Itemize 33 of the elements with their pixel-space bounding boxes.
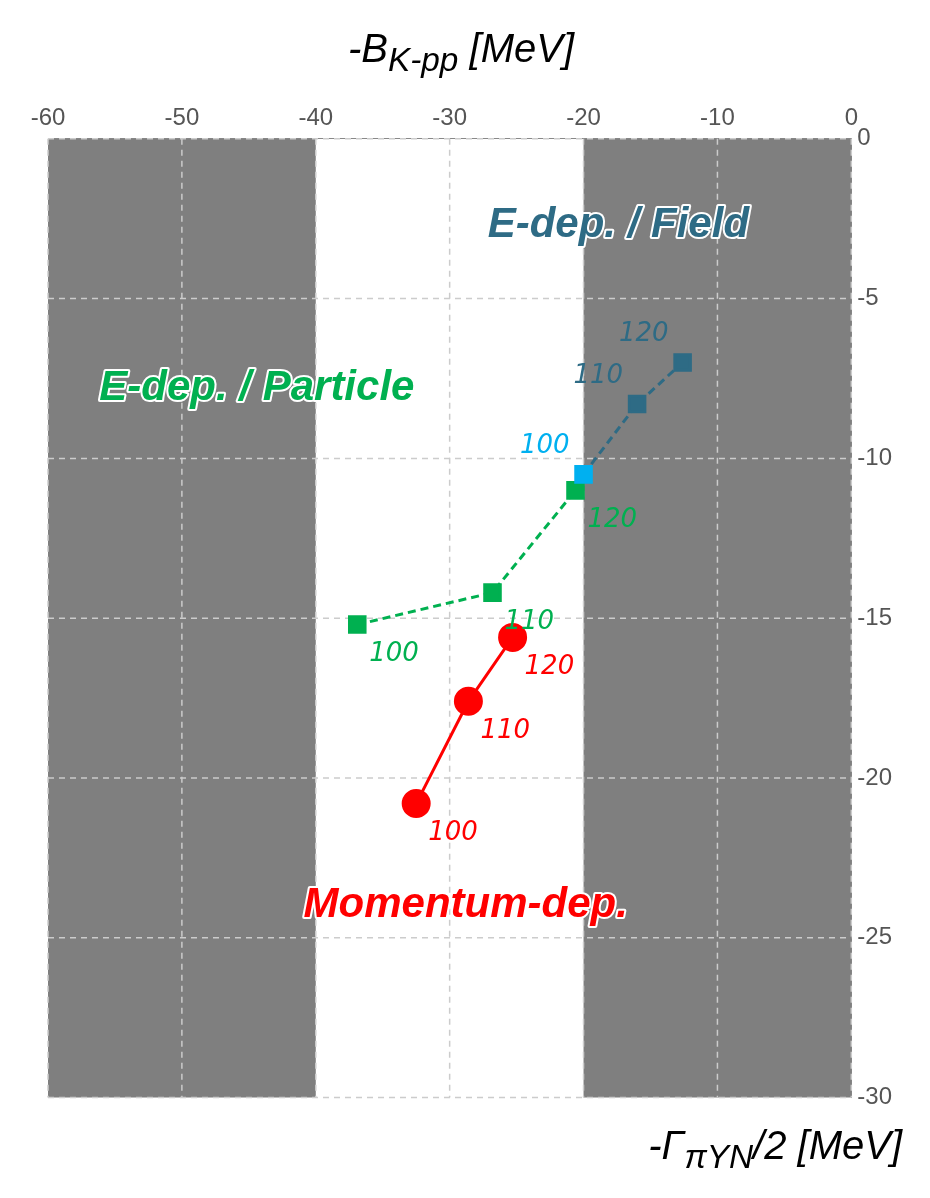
x-tick-label: -60 [30,103,66,131]
point [401,789,431,819]
point [673,353,692,372]
y-tick-label: -10 [857,443,892,471]
point [566,481,585,500]
x-tick-label: -40 [298,103,334,131]
x-tick-label: -20 [566,103,601,131]
y-tick-label: -30 [857,1082,892,1110]
x-tick-label: -30 [432,103,467,131]
x-tick-label: -50 [164,103,200,131]
y-tick-label: -5 [857,283,879,311]
annotation: 100 [519,429,570,460]
annotation: 100 [428,816,478,847]
y-tick-label: -15 [857,602,892,630]
point [627,394,647,414]
y-tick-label: 0 [857,123,871,151]
x-axis-title: -Γ$_{πYN}$/2 [MeV] [648,1123,902,1176]
text: Momentum-dep. [303,879,628,927]
point [453,686,483,716]
text: E-dep. / Particle [99,361,415,409]
y-axis-title: -B$_{K-pp}$ [MeV] [348,26,574,79]
x-tick-label: -10 [700,103,735,131]
annotation: 110 [480,714,531,745]
annotation: 120 [618,317,669,348]
point [348,615,367,634]
point [483,583,502,602]
y-tick-label: -25 [857,922,892,950]
point [574,465,593,484]
y-tick-label: -20 [857,762,892,790]
annotation: 100 [369,637,419,668]
annotation: 110 [504,605,555,636]
annotation: 120 [587,503,638,534]
annotation: 120 [524,650,575,681]
